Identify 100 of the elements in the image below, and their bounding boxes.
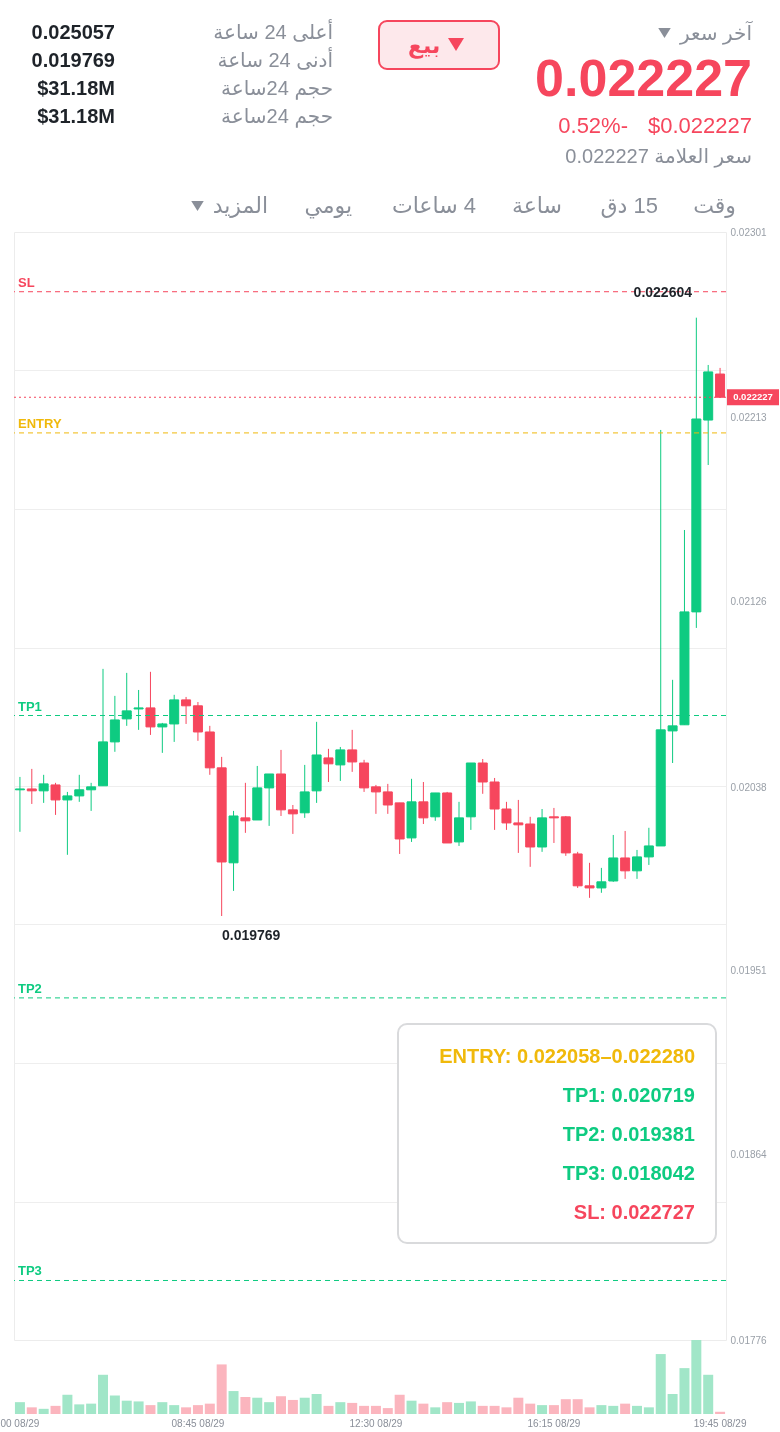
- candlestick: [382, 783, 393, 815]
- candlestick: [26, 768, 37, 805]
- bar: [50, 1405, 61, 1414]
- bar: [477, 1405, 488, 1414]
- text: 0.022227: [535, 49, 752, 107]
- bar: [715, 1411, 726, 1414]
- bar: [98, 1374, 108, 1414]
- annotation: ENTRY: 0.022058–0.022280: [438, 1044, 695, 1069]
- bar: [691, 1340, 702, 1414]
- bar: [192, 1405, 203, 1414]
- candlestick: [620, 830, 631, 880]
- bar: [620, 1403, 631, 1414]
- candlestick: [240, 782, 251, 834]
- candlestick: [632, 849, 642, 880]
- x-tick-label: 08:45 08/29: [171, 1417, 225, 1429]
- text: أعلى 24 ساعة: [213, 21, 333, 43]
- bar: [14, 1402, 25, 1414]
- candlestick: [181, 696, 192, 725]
- bar: [145, 1405, 156, 1414]
- bar: [323, 1405, 334, 1414]
- candlestick: [418, 781, 429, 825]
- bar: [465, 1401, 476, 1414]
- x-tick-label: 00 08/29: [0, 1417, 40, 1429]
- candlestick: [323, 748, 334, 783]
- bar: [370, 1405, 381, 1414]
- bar: [703, 1374, 714, 1414]
- candlestick: [335, 746, 346, 782]
- text: $0.022227: [648, 113, 752, 138]
- ref-line-label: ENTRY: [18, 415, 62, 431]
- x-tick-label: 16:15 08/29: [527, 1417, 581, 1429]
- text: أدنى 24 ساعة: [217, 49, 333, 71]
- bar: [382, 1408, 393, 1414]
- bar: [596, 1405, 607, 1414]
- ref-line-label: TP3: [18, 1263, 42, 1279]
- text: سعر العلامة 0.022227: [565, 145, 752, 167]
- y-tick-label: 0.02213: [730, 412, 768, 424]
- candlestick: [430, 792, 441, 822]
- y-tick-label: 0.01864: [730, 1148, 768, 1160]
- ref-line-label: 0.022227: [733, 391, 773, 403]
- bar: [394, 1394, 405, 1414]
- bar: [133, 1401, 144, 1414]
- text: 0.025057: [31, 21, 115, 43]
- bar: [157, 1402, 168, 1414]
- bar: [655, 1354, 666, 1414]
- candlestick: [86, 782, 97, 812]
- bar: [252, 1397, 263, 1414]
- x-tick-label: 12:30 08/29: [349, 1417, 403, 1429]
- bar: [418, 1403, 429, 1414]
- sell-button[interactable]: بيع: [378, 20, 500, 70]
- bar: [608, 1405, 619, 1414]
- bar: [109, 1395, 120, 1414]
- text: يومي: [304, 193, 352, 218]
- text: حجم 24ساعة: [221, 105, 333, 127]
- bar: [181, 1407, 192, 1414]
- text: آخر سعر: [680, 22, 752, 44]
- bar: [169, 1405, 180, 1414]
- candlestick: [548, 807, 559, 844]
- ref-line-label: TP1: [18, 698, 42, 714]
- y-tick-label: 0.02038: [730, 781, 768, 793]
- candlestick: [14, 776, 25, 833]
- candlestick: [370, 784, 381, 815]
- x-tick-label: 19:45 08/29: [693, 1417, 747, 1429]
- candlestick: [287, 804, 298, 835]
- candlestick: [347, 729, 358, 773]
- bar: [548, 1405, 559, 1414]
- bar: [572, 1399, 583, 1414]
- annotation: 0.022604: [633, 284, 692, 300]
- text: 15 دق: [600, 193, 658, 218]
- bar: [537, 1405, 548, 1414]
- bar: [38, 1408, 49, 1414]
- y-tick-label: 0.01776: [730, 1334, 768, 1346]
- bar: [216, 1364, 227, 1414]
- y-tick-label: 0.02301: [730, 226, 768, 238]
- annotation: 0.019769: [222, 927, 281, 943]
- text: وقت: [693, 193, 736, 218]
- text: 0.019769: [31, 49, 115, 71]
- text: ساعة: [511, 193, 562, 218]
- bar: [276, 1396, 286, 1414]
- text: 0.52%-: [558, 113, 628, 138]
- candlestick: [525, 816, 536, 868]
- bar: [26, 1407, 37, 1414]
- bar: [442, 1402, 453, 1414]
- candlestick: [50, 782, 61, 816]
- bar: [240, 1396, 251, 1414]
- candlestick: [145, 671, 156, 736]
- text: حجم 24ساعة: [221, 77, 333, 99]
- annotation: TP3: 0.018042: [561, 1161, 695, 1186]
- text: المزيد: [212, 193, 268, 218]
- bar: [86, 1403, 97, 1414]
- bar: [513, 1397, 524, 1414]
- text: $31.18M: [37, 77, 115, 99]
- bar: [560, 1399, 571, 1414]
- bar: [74, 1404, 85, 1414]
- bar: [584, 1407, 595, 1414]
- candlestick: [38, 774, 49, 804]
- bar: [287, 1399, 298, 1414]
- candlestick: [643, 827, 654, 866]
- bar: [228, 1391, 239, 1414]
- annotation: SL: 0.022727: [572, 1200, 695, 1225]
- bar: [359, 1405, 370, 1414]
